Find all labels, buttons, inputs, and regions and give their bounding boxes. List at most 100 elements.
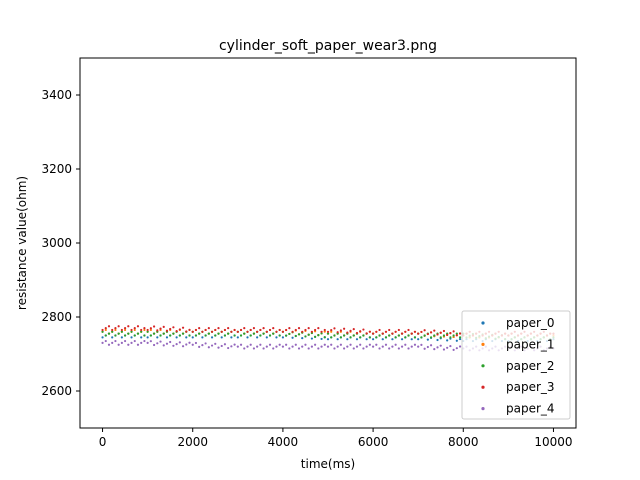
data-point: [152, 343, 156, 347]
data-point: [458, 332, 462, 335]
data-point: [310, 337, 313, 340]
data-point: [339, 343, 342, 346]
data-point: [162, 344, 165, 347]
legend: paper_0 paper_1 paper_2 paper_3 paper_4: [461, 310, 571, 420]
data-point: [291, 345, 294, 348]
data-point: [204, 342, 207, 345]
data-point: [178, 341, 181, 344]
data-point: [252, 327, 256, 330]
data-point: [436, 338, 439, 342]
data-point: [159, 327, 162, 330]
data-point: [320, 332, 323, 335]
data-point: [143, 339, 146, 343]
data-point: [359, 336, 362, 339]
x-tick-label: 8000: [448, 435, 479, 449]
data-point: [278, 343, 281, 346]
data-point: [320, 337, 323, 341]
data-point: [165, 329, 169, 332]
y-tick-label: 3000: [41, 236, 72, 250]
data-point: [417, 332, 420, 335]
x-tick-label: 6000: [358, 435, 389, 449]
data-point: [169, 334, 172, 337]
data-point: [346, 345, 349, 348]
data-point: [143, 327, 146, 330]
data-point: [149, 334, 152, 337]
data-point: [307, 327, 310, 330]
x-tick-label: 0: [99, 435, 107, 449]
data-point: [420, 336, 423, 339]
data-point: [420, 330, 423, 334]
data-point: [407, 347, 410, 350]
data-point: [378, 328, 381, 332]
data-point: [236, 330, 239, 333]
data-point: [314, 335, 317, 338]
data-point: [210, 344, 214, 347]
data-point: [130, 341, 133, 344]
data-point: [365, 332, 368, 335]
data-point: [133, 327, 136, 330]
data-point: [426, 338, 429, 341]
data-point: [423, 334, 426, 337]
x-tick-label: 2000: [177, 435, 208, 449]
data-point: [136, 343, 140, 346]
data-point: [230, 330, 233, 333]
data-point: [359, 343, 362, 346]
data-point: [127, 332, 130, 335]
data-point: [156, 336, 159, 339]
data-point: [458, 336, 462, 339]
data-point: [439, 331, 442, 334]
data-point: [207, 346, 210, 349]
x-tick-label: 4000: [268, 435, 299, 449]
data-point: [375, 330, 378, 333]
data-point: [413, 336, 417, 339]
data-point: [452, 330, 455, 333]
data-point: [397, 328, 400, 332]
data-point: [114, 328, 117, 332]
data-point: [101, 341, 104, 344]
data-point: [281, 345, 285, 348]
data-point: [143, 334, 146, 337]
data-point: [217, 346, 220, 349]
data-point: [201, 344, 204, 347]
data-point: [259, 343, 262, 346]
data-point: [433, 348, 436, 351]
data-point: [220, 344, 223, 348]
data-point: [265, 345, 268, 348]
data-point: [262, 327, 265, 330]
data-point: [114, 339, 117, 343]
data-point: [307, 333, 310, 336]
data-point: [198, 332, 201, 335]
data-point: [336, 338, 339, 341]
data-point: [375, 343, 378, 346]
data-point: [249, 328, 252, 332]
data-point: [404, 343, 407, 346]
legend-label: paper_3: [506, 380, 555, 394]
data-point: [123, 328, 127, 332]
data-point: [285, 328, 288, 332]
data-point: [291, 336, 294, 339]
data-point: [185, 330, 188, 333]
data-point: [330, 328, 333, 332]
data-point: [410, 332, 413, 335]
data-point: [388, 334, 391, 337]
data-point: [294, 343, 297, 346]
data-point: [165, 336, 169, 339]
data-point: [417, 338, 420, 341]
data-point: [130, 336, 133, 339]
data-point: [262, 347, 265, 350]
data-point: [114, 327, 117, 330]
data-point: [446, 339, 449, 342]
data-point: [210, 336, 214, 339]
data-point: [378, 334, 381, 337]
data-point: [152, 325, 156, 328]
data-point: [201, 336, 204, 339]
data-point: [104, 328, 107, 332]
data-point: [117, 332, 120, 335]
data-point: [259, 328, 262, 332]
data-point: [172, 326, 175, 329]
data-point: [365, 345, 368, 348]
data-point: [198, 327, 201, 330]
data-point: [130, 328, 133, 332]
data-point: [417, 345, 420, 348]
data-point: [246, 336, 249, 339]
